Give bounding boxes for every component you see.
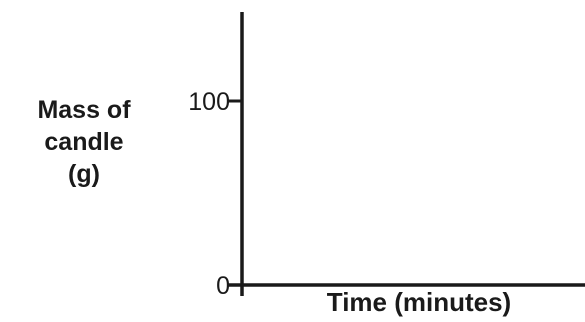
y-axis-label-line-2: candle — [44, 128, 124, 156]
x-axis-label: Time (minutes) — [326, 287, 512, 317]
y-tick-label: 100 — [188, 88, 230, 116]
y-tick-label: 0 — [216, 272, 230, 300]
y-axis-label-line-3: (g) — [68, 160, 100, 188]
y-ticks: 0 100 — [188, 88, 242, 300]
y-axis-label: Mass of candle (g) — [6, 94, 162, 190]
y-axis-label-line-1: Mass of — [37, 96, 131, 124]
